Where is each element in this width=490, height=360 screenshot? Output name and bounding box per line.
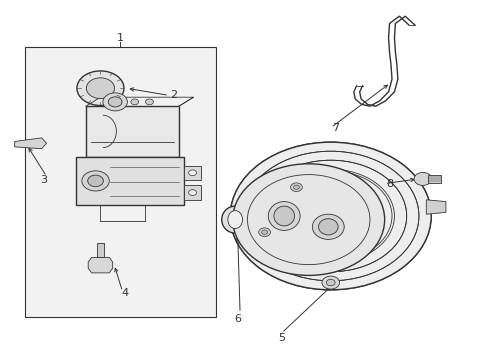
Circle shape xyxy=(189,170,196,176)
Circle shape xyxy=(189,190,196,195)
Bar xyxy=(184,185,201,200)
Circle shape xyxy=(82,171,109,191)
Polygon shape xyxy=(88,257,113,273)
Circle shape xyxy=(262,230,268,234)
Circle shape xyxy=(103,93,127,111)
Polygon shape xyxy=(426,200,446,214)
Text: 6: 6 xyxy=(234,314,241,324)
Text: 4: 4 xyxy=(122,288,128,298)
Text: 7: 7 xyxy=(332,123,339,133)
Circle shape xyxy=(291,183,302,192)
Circle shape xyxy=(322,276,340,289)
Circle shape xyxy=(88,175,103,186)
Circle shape xyxy=(259,228,270,237)
Circle shape xyxy=(326,279,335,286)
Bar xyxy=(428,175,441,183)
Circle shape xyxy=(108,97,122,107)
Bar xyxy=(97,243,104,257)
Text: 2: 2 xyxy=(171,90,177,100)
Circle shape xyxy=(230,142,431,290)
Circle shape xyxy=(146,99,153,105)
Polygon shape xyxy=(15,138,47,149)
Ellipse shape xyxy=(274,206,294,226)
Ellipse shape xyxy=(318,219,338,235)
Ellipse shape xyxy=(313,214,344,239)
Text: 5: 5 xyxy=(278,333,285,343)
Circle shape xyxy=(230,142,431,290)
Bar xyxy=(24,47,216,317)
Circle shape xyxy=(131,99,139,105)
Circle shape xyxy=(77,71,124,105)
Circle shape xyxy=(294,185,299,189)
Bar xyxy=(76,157,184,205)
Bar xyxy=(86,106,179,157)
Text: 8: 8 xyxy=(386,179,393,189)
Ellipse shape xyxy=(228,211,243,229)
Text: 1: 1 xyxy=(117,33,123,43)
Text: 3: 3 xyxy=(41,175,48,185)
Ellipse shape xyxy=(268,202,300,230)
Circle shape xyxy=(414,172,432,185)
Circle shape xyxy=(86,78,115,99)
Circle shape xyxy=(233,164,385,275)
Ellipse shape xyxy=(222,206,249,233)
Bar xyxy=(184,166,201,180)
